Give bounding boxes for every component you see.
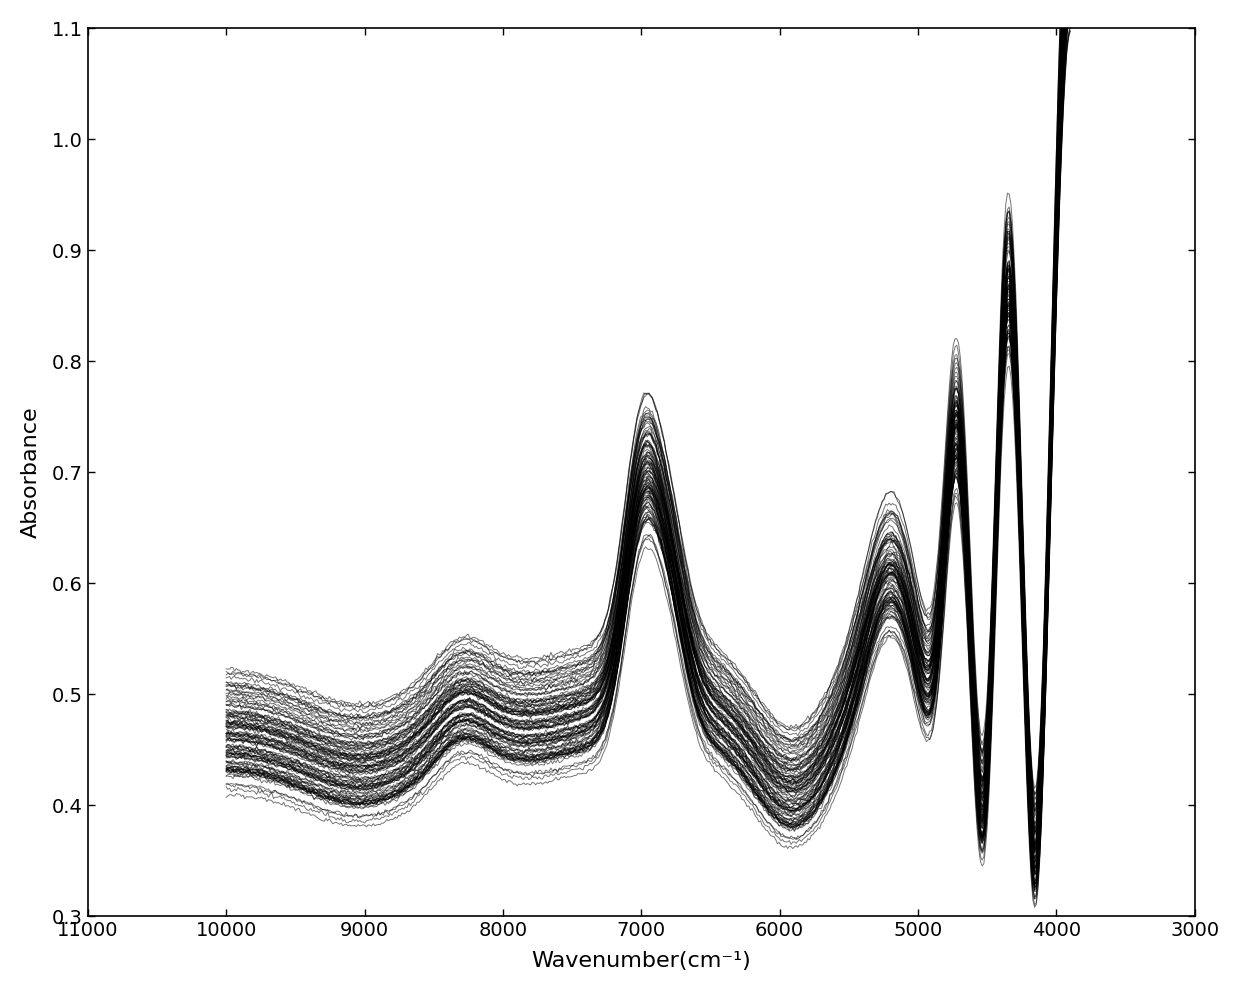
Y-axis label: Absorbance: Absorbance [21,407,41,538]
X-axis label: Wavenumber(cm⁻¹): Wavenumber(cm⁻¹) [531,951,751,971]
